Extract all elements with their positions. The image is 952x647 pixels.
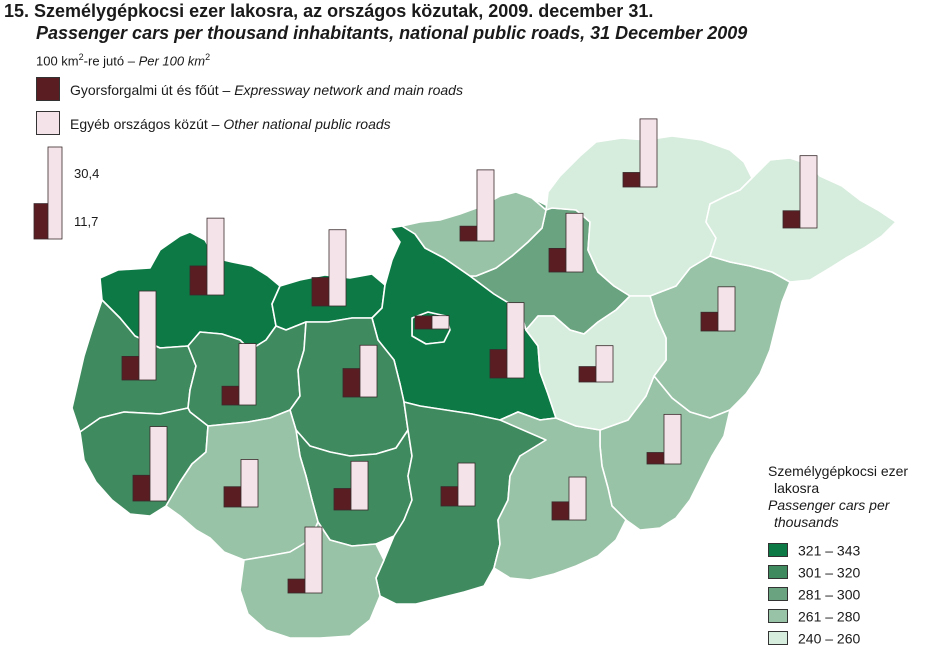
title-english: Passenger cars per thousand inhabitants,… bbox=[36, 23, 748, 43]
class-swatch bbox=[768, 631, 788, 646]
bar-expressway-komarom-esztergom bbox=[311, 277, 330, 307]
bar-expressway-hajdu-bihar bbox=[700, 311, 719, 332]
class-swatch bbox=[768, 587, 788, 602]
bar-other-veszprem bbox=[238, 343, 257, 406]
class-swatch bbox=[768, 609, 788, 624]
scale-value-other: 30,4 bbox=[74, 166, 100, 181]
bar-other-gyor-moson-sopron bbox=[206, 217, 225, 296]
bar-expressway-jasz-nagykun-szolnok bbox=[578, 366, 597, 383]
bar-expressway-heves bbox=[548, 247, 567, 273]
bar-expressway-bekes bbox=[646, 452, 665, 465]
bar-other-baranya bbox=[304, 526, 323, 594]
bar-other-bekes bbox=[663, 413, 682, 465]
choropleth-class-4: 261 – 280 bbox=[768, 607, 860, 625]
scale-bar-other bbox=[47, 146, 63, 240]
bar-other-fejer bbox=[359, 344, 378, 398]
bar-other-somogy bbox=[240, 459, 259, 508]
choropleth-class-3: 281 – 300 bbox=[768, 585, 860, 603]
bar-other-jasz-nagykun-szolnok bbox=[595, 345, 614, 383]
other-roads-legend-label: Egyéb országos közút – Other national pu… bbox=[70, 116, 391, 132]
bar-expressway-zala bbox=[132, 474, 151, 502]
county-jasz-nagykun-szolnok bbox=[519, 295, 667, 431]
bar-expressway-bacs-kiskun bbox=[440, 486, 459, 507]
scale-value-expressway: 11,7 bbox=[74, 214, 99, 229]
bar-expressway-somogy bbox=[223, 486, 242, 508]
choropleth-class-2: 301 – 320 bbox=[768, 563, 860, 581]
bar-other-hajdu-bihar bbox=[717, 286, 736, 332]
bar-expressway-szabolcs-szatmar-bereg bbox=[782, 210, 801, 229]
bar-other-komarom-esztergom bbox=[328, 229, 347, 307]
expressway-legend-label: Gyorsforgalmi út és főút – Expressway ne… bbox=[70, 82, 463, 98]
bar-other-szabolcs-szatmar-bereg bbox=[799, 155, 818, 229]
choropleth-legend-title: Személygépkocsi ezer lakosra Passenger c… bbox=[768, 463, 909, 530]
bar-expressway-borsod-abauj-zemplen bbox=[622, 172, 641, 188]
bar-expressway-vas bbox=[121, 355, 140, 381]
bar-expressway-tolna bbox=[333, 488, 352, 511]
choropleth-class-5: 240 – 260 bbox=[768, 629, 860, 647]
scale-bar-expressway bbox=[33, 203, 49, 240]
bar-other-borsod-abauj-zemplen bbox=[639, 118, 658, 188]
bar-other-pest bbox=[506, 302, 525, 379]
bar-other-bacs-kiskun bbox=[457, 462, 476, 507]
bar-other-vas bbox=[138, 290, 157, 381]
bar-other-heves bbox=[565, 212, 584, 273]
class-swatch bbox=[768, 543, 788, 558]
other-roads-swatch bbox=[36, 111, 60, 135]
bar-other-tolna bbox=[350, 460, 369, 511]
bar-expressway-fejer bbox=[342, 368, 361, 398]
bar-other-zala bbox=[149, 426, 168, 502]
bar-expressway-gyor-moson-sopron bbox=[189, 265, 208, 296]
class-swatch bbox=[768, 565, 788, 580]
title-hungarian: 15. Személygépkocsi ezer lakosra, az ors… bbox=[4, 1, 654, 21]
expressway-swatch bbox=[36, 77, 60, 101]
bar-expressway-baranya bbox=[287, 578, 306, 594]
bar-other-nograd bbox=[476, 169, 495, 242]
bar-other-csongrad bbox=[568, 476, 587, 521]
bar-expressway-pest bbox=[489, 349, 508, 379]
bar-expressway-csongrad bbox=[551, 501, 570, 521]
bar-expressway-nograd bbox=[459, 225, 478, 242]
bar-expressway-veszprem bbox=[221, 385, 240, 406]
choropleth-class-1: 321 – 343 bbox=[768, 541, 860, 559]
bar-expressway-budapest bbox=[414, 315, 433, 330]
bar-other-budapest bbox=[431, 315, 450, 330]
bar-unit-label: 100 km2-re jutó – Per 100 km2 bbox=[36, 52, 211, 69]
